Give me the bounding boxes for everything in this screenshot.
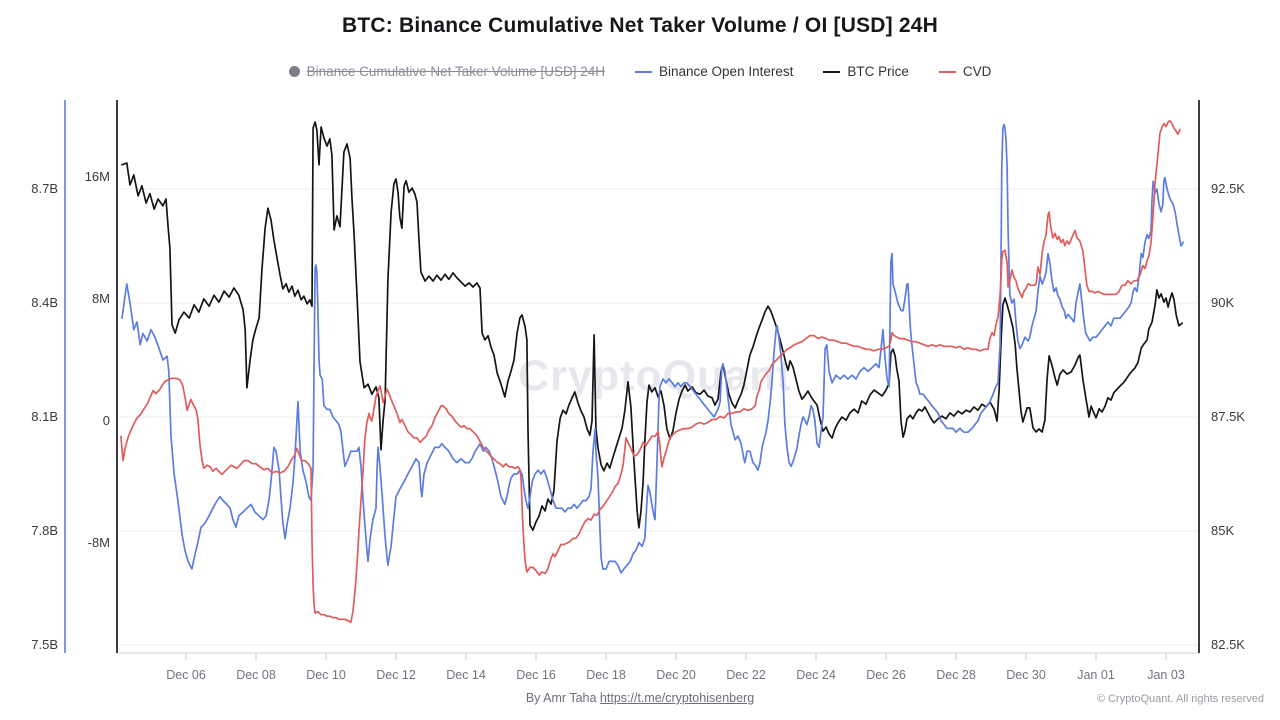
- legend-item-btc-price[interactable]: BTC Price: [823, 64, 909, 79]
- y-axis-label-volume: 8M: [91, 291, 110, 306]
- y-axis-label-volume: -8M: [87, 535, 110, 550]
- x-axis-label-date: Dec 30: [1006, 668, 1046, 682]
- legend-label: Binance Open Interest: [659, 64, 794, 79]
- legend-line-marker-red: [938, 70, 956, 73]
- telegram-link[interactable]: https://t.me/cryptohisenberg: [599, 691, 755, 705]
- y-axis-label-open-interest: 7.5B: [31, 637, 58, 652]
- legend-label: CVD: [962, 64, 992, 79]
- chart-title: BTC: Binance Cumulative Net Taker Volume…: [341, 14, 938, 37]
- x-axis-label-date: Dec 18: [586, 668, 626, 682]
- x-axis-label-date: Dec 10: [306, 668, 346, 682]
- x-axis-label-date: Dec 06: [166, 668, 206, 682]
- y-axis-label-open-interest: 8.1B: [31, 409, 58, 424]
- y-axis-label-price: 87.5K: [1211, 409, 1245, 424]
- x-axis-label-date: Dec 16: [516, 668, 556, 682]
- byline-text: By Amr Taha: [525, 691, 600, 705]
- y-axis-label-price: 85K: [1211, 523, 1235, 538]
- legend-label: Binance Cumulative Net Taker Volume [USD…: [306, 64, 606, 79]
- legend-item-binance-open-interest[interactable]: Binance Open Interest: [635, 64, 793, 79]
- x-axis-label-date: Jan 01: [1077, 668, 1115, 682]
- copyright-notice: © CryptoQuant. All rights reserved: [1096, 693, 1264, 705]
- x-axis-label-date: Dec 22: [726, 668, 766, 682]
- series-line-binance-open-interest: [121, 123, 1185, 574]
- x-axis-label-date: Dec 08: [236, 668, 276, 682]
- legend-item-cumulative-net-taker-volume[interactable]: Binance Cumulative Net Taker Volume [USD…: [288, 64, 606, 79]
- legend-line-marker-black: [823, 70, 841, 73]
- y-axis-label-volume: 0: [102, 413, 110, 428]
- y-axis-label-volume: 16M: [84, 169, 110, 184]
- legend-line-marker-blue: [635, 70, 653, 73]
- x-axis-label-date: Dec 20: [656, 668, 696, 682]
- legend-label: BTC Price: [847, 64, 909, 79]
- x-axis-label-date: Dec 12: [376, 668, 416, 682]
- y-axis-label-open-interest: 8.7B: [31, 181, 58, 196]
- y-axis-label-price: 92.5K: [1211, 181, 1245, 196]
- y-axis-label-open-interest: 7.8B: [31, 523, 58, 538]
- x-axis-label-date: Dec 24: [796, 668, 836, 682]
- x-axis-label-date: Dec 28: [936, 668, 976, 682]
- series-line-cvd: [120, 119, 1181, 624]
- legend-circle-marker: [288, 66, 300, 77]
- x-axis-label-date: Dec 14: [446, 668, 486, 682]
- legend-item-cvd[interactable]: CVD: [938, 64, 992, 79]
- y-axis-label-open-interest: 8.4B: [31, 295, 58, 310]
- y-axis-label-price: 82.5K: [1211, 637, 1245, 652]
- x-axis-label-date: Jan 03: [1147, 668, 1185, 682]
- y-axis-label-price: 90K: [1211, 295, 1235, 310]
- series-line-btc-price: [121, 121, 1183, 531]
- footer-byline: By Amr Taha https://t.me/cryptohisenberg: [0, 691, 1280, 705]
- legend: Binance Cumulative Net Taker Volume [USD…: [0, 64, 1280, 79]
- x-axis-label-date: Dec 26: [866, 668, 906, 682]
